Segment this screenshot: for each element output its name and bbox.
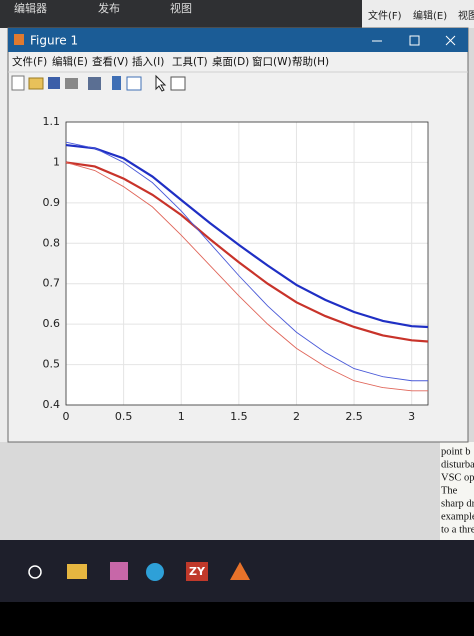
print-icon[interactable] <box>65 78 78 89</box>
close-button[interactable] <box>445 35 456 46</box>
document-page <box>440 442 474 540</box>
x-tick-label: 1 <box>178 410 185 423</box>
pointer-icon[interactable] <box>155 74 167 92</box>
x-tick-label: 2 <box>293 410 300 423</box>
editor-menu-item: 文件(F) <box>368 9 402 22</box>
x-tick-label: 2.5 <box>345 410 363 423</box>
colorbar-icon[interactable] <box>112 76 121 90</box>
matlab-icon[interactable] <box>230 562 250 580</box>
editor-menu-item: 编辑(E) <box>413 9 447 22</box>
document-text: sharp dr <box>441 498 474 509</box>
menu-item[interactable]: 插入(I) <box>132 55 164 68</box>
x-tick-label: 0.5 <box>115 410 133 423</box>
explorer-icon[interactable] <box>67 564 87 579</box>
matlab-toolstrip <box>0 0 362 28</box>
window-title: Figure 1 <box>30 34 78 48</box>
y-tick-label: 0.5 <box>43 358 61 371</box>
axes-box <box>65 121 429 406</box>
y-tick-label: 0.6 <box>43 317 61 330</box>
document-text: example <box>441 511 474 522</box>
data-line <box>65 161 428 392</box>
data-line <box>65 143 429 329</box>
editor-menu-item: 视图 <box>458 9 474 22</box>
open-icon[interactable] <box>28 77 44 90</box>
menu-item[interactable]: 查看(V) <box>92 55 128 68</box>
menu-item[interactable]: 帮助(H) <box>292 55 329 68</box>
title-bar <box>8 28 468 52</box>
y-tick-label: 0.8 <box>43 236 61 249</box>
toolstrip-tab: 视图 <box>170 1 192 15</box>
left-panel <box>0 28 8 442</box>
editor-menu-bar <box>362 0 474 28</box>
app-icon[interactable] <box>110 562 128 580</box>
y-tick-label: 1.1 <box>43 115 61 128</box>
search-icon[interactable] <box>28 565 42 579</box>
document-text: point b <box>441 446 470 457</box>
menu-item[interactable]: 文件(F) <box>12 55 47 68</box>
window-icon <box>14 34 24 45</box>
document-text: to a thre <box>441 524 474 535</box>
x-tick-label: 1.5 <box>230 410 248 423</box>
document-text: The <box>441 485 458 496</box>
y-tick-label: 1 <box>53 155 60 168</box>
x-tick-label: 3 <box>408 410 415 423</box>
menu-item[interactable]: 工具(T) <box>172 56 208 68</box>
zy-label: ZY <box>189 565 206 578</box>
maximize-button[interactable] <box>409 35 420 46</box>
y-tick-label: 0.9 <box>43 196 61 209</box>
menu-item[interactable]: 窗口(W) <box>252 55 292 68</box>
edge-icon[interactable] <box>146 563 164 581</box>
y-tick-label: 0.4 <box>43 398 61 411</box>
data-line <box>65 141 428 382</box>
data-line <box>65 161 429 343</box>
y-tick-label: 0.7 <box>43 277 61 290</box>
document-text: disturba <box>441 459 474 470</box>
save-icon[interactable] <box>48 77 60 89</box>
menu-item[interactable]: 编辑(E) <box>52 55 88 68</box>
menu-item[interactable]: 桌面(D) <box>212 55 249 68</box>
plot-area <box>66 122 428 405</box>
document-text: VSC op <box>441 472 474 483</box>
link-icon[interactable] <box>88 77 101 90</box>
zy-icon[interactable] <box>186 562 208 581</box>
legend-icon[interactable] <box>126 76 142 91</box>
x-tick-label: 0 <box>63 410 70 423</box>
new-icon[interactable] <box>11 75 25 91</box>
toolstrip-tab: 发布 <box>98 1 120 15</box>
toolstrip-tab: 编辑器 <box>14 1 47 15</box>
property-icon[interactable] <box>170 76 186 91</box>
toolbar <box>11 74 186 92</box>
